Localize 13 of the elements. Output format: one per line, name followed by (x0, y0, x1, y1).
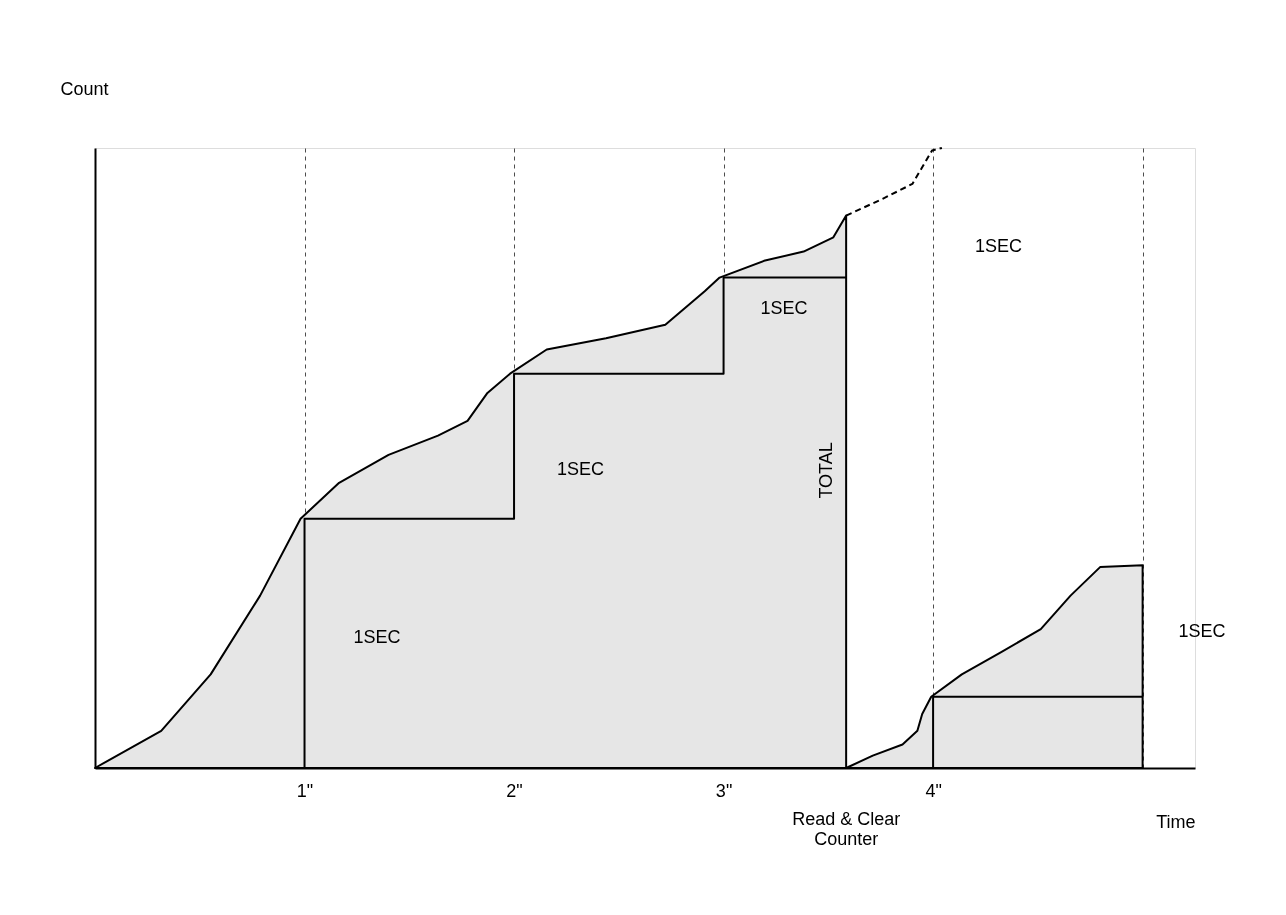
annotation: 1SEC (975, 236, 1023, 257)
x-tick-label: 4" (925, 780, 942, 801)
annotation: TOTAL (815, 442, 836, 499)
x-axis-title: Time (1156, 811, 1196, 832)
annotation: 1SEC (557, 459, 605, 480)
annotation: 1SEC (353, 626, 401, 647)
annotation: 1SEC (1178, 620, 1226, 641)
annotation: 1SEC (760, 298, 808, 319)
x-tick-label: 3" (715, 780, 733, 801)
x-tick-label: 1" (296, 780, 314, 801)
x-tick-label: 2" (506, 780, 523, 801)
y-axis-title: Count (60, 78, 109, 99)
text: Read & Clear Counter (792, 809, 901, 850)
